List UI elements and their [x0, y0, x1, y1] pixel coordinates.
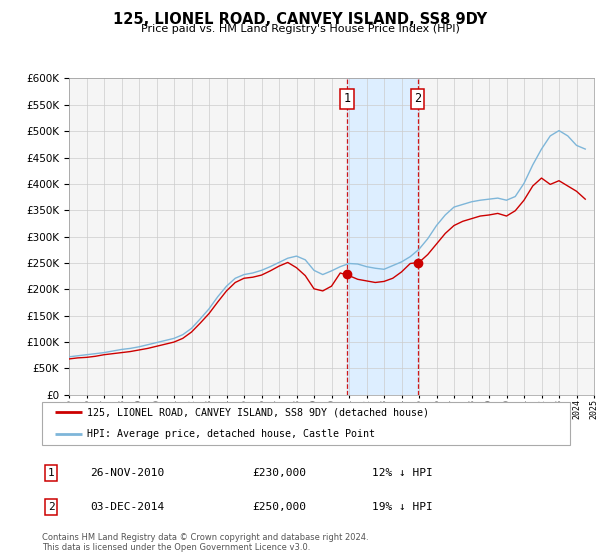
- Text: 2: 2: [47, 502, 55, 512]
- Bar: [347, 78, 418, 395]
- Text: 1: 1: [47, 468, 55, 478]
- Text: 19% ↓ HPI: 19% ↓ HPI: [372, 502, 433, 512]
- Text: 125, LIONEL ROAD, CANVEY ISLAND, SS8 9DY: 125, LIONEL ROAD, CANVEY ISLAND, SS8 9DY: [113, 12, 487, 27]
- Text: 03-DEC-2014: 03-DEC-2014: [90, 502, 164, 512]
- FancyBboxPatch shape: [42, 402, 570, 445]
- Text: HPI: Average price, detached house, Castle Point: HPI: Average price, detached house, Cast…: [87, 430, 375, 439]
- Text: 1: 1: [344, 92, 351, 105]
- Text: 2: 2: [414, 92, 421, 105]
- Text: This data is licensed under the Open Government Licence v3.0.: This data is licensed under the Open Gov…: [42, 543, 310, 552]
- Text: Price paid vs. HM Land Registry's House Price Index (HPI): Price paid vs. HM Land Registry's House …: [140, 24, 460, 34]
- Text: 12% ↓ HPI: 12% ↓ HPI: [372, 468, 433, 478]
- Text: 125, LIONEL ROAD, CANVEY ISLAND, SS8 9DY (detached house): 125, LIONEL ROAD, CANVEY ISLAND, SS8 9DY…: [87, 408, 429, 417]
- Text: £230,000: £230,000: [252, 468, 306, 478]
- Text: £250,000: £250,000: [252, 502, 306, 512]
- Text: Contains HM Land Registry data © Crown copyright and database right 2024.: Contains HM Land Registry data © Crown c…: [42, 533, 368, 542]
- Text: 26-NOV-2010: 26-NOV-2010: [90, 468, 164, 478]
